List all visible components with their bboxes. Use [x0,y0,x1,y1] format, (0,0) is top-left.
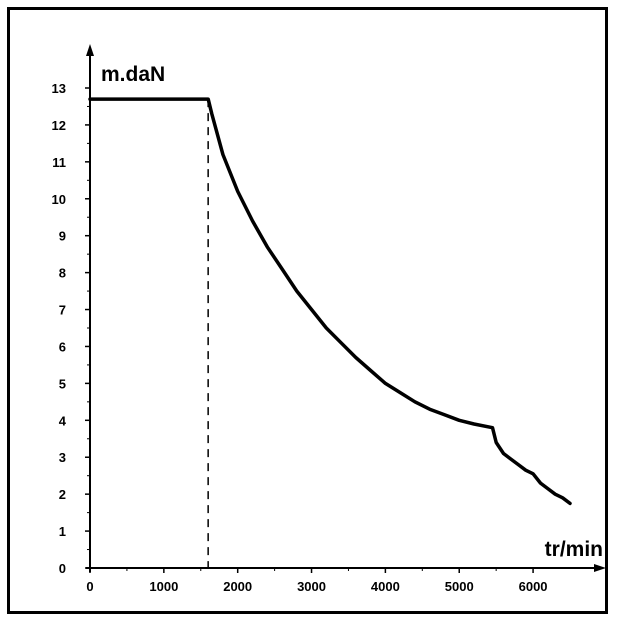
y-tick-label: 2 [59,487,66,502]
y-tick-label: 10 [52,192,66,207]
y-tick-label: 3 [59,450,66,465]
y-axis-title: m.daN [101,63,165,86]
y-tick-label: 5 [59,376,66,391]
x-axis-title: tr/min [545,538,603,561]
series [88,97,572,506]
x-tick-label: 2000 [223,579,252,594]
y-tick-label: 4 [59,413,67,428]
x-tick-label: 5000 [445,579,474,594]
x-tick-label: 3000 [297,579,326,594]
y-tick-label: 11 [52,155,66,170]
y-tick-label: 9 [59,229,66,244]
torque-curve [88,97,572,506]
y-tick-label: 6 [59,339,66,354]
y-tick-label: 12 [52,118,66,133]
axes [86,44,606,572]
x-tick-label: 1000 [149,579,178,594]
y-tick-label: 13 [52,81,66,96]
y-tick-label: 7 [59,303,66,318]
x-tick-label: 6000 [519,579,548,594]
x-tick-label: 0 [86,579,93,594]
ticks [85,87,534,573]
y-axis-arrow [86,44,94,56]
y-tick-label: 8 [59,266,66,281]
y-tick-label: 0 [59,561,66,576]
chart-frame [7,7,608,614]
x-tick-label: 4000 [371,579,400,594]
x-axis-arrow [594,564,606,572]
y-tick-label: 1 [59,524,66,539]
